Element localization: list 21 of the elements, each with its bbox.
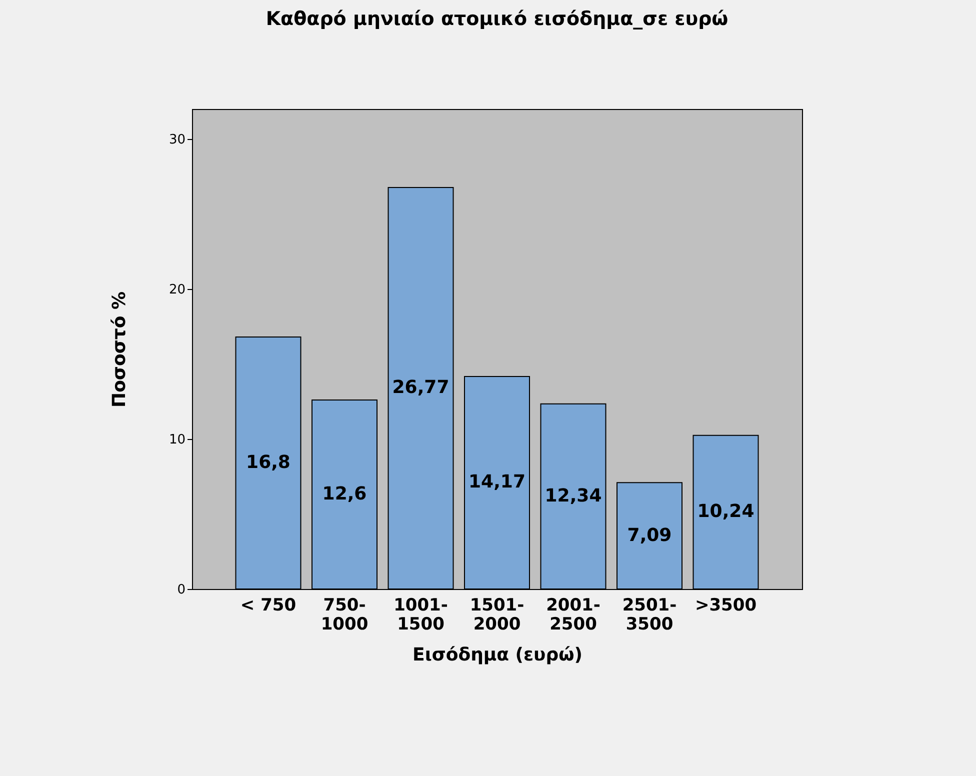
data-label: 12,6: [322, 484, 367, 504]
y-axis-title: Ποσοστό %: [108, 292, 130, 408]
data-label: 10,24: [697, 501, 754, 522]
chart-title: Καθαρό μηνιαίο ατομικό εισόδημα_σε ευρώ: [266, 8, 728, 30]
x-axis-title: Εισόδημα (ευρώ): [412, 644, 582, 666]
x-tick-label: 1001-1500: [394, 596, 448, 634]
x-tick-label: 2501-3500: [622, 596, 677, 634]
data-label: 14,17: [468, 472, 526, 493]
y-tick-label: 0: [177, 582, 186, 598]
y-tick-label: 10: [168, 432, 186, 448]
data-label: 12,34: [544, 485, 602, 506]
x-tick-label: < 750: [240, 596, 296, 616]
x-tick-label: >3500: [694, 596, 757, 616]
x-tick-label: 2001-2500: [546, 596, 600, 634]
x-tick-label: 750-1000: [320, 596, 368, 634]
y-tick-label: 20: [168, 282, 186, 298]
data-label: 26,77: [392, 377, 450, 398]
data-label: 7,09: [627, 524, 672, 546]
x-tick-label: 1501-2000: [470, 596, 524, 634]
data-label: 16,8: [246, 452, 290, 473]
y-tick-label: 30: [168, 132, 186, 148]
